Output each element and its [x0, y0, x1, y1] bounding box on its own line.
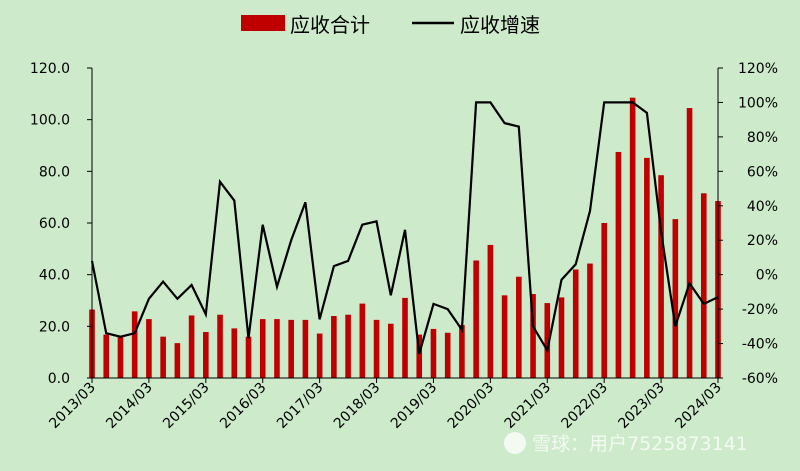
bar-29: [501, 295, 508, 378]
left-tick-label-3: 60.0: [39, 216, 70, 232]
bar-9: [217, 314, 223, 378]
left-tick-label-0: 0.0: [48, 371, 70, 387]
watermark-logo-icon: [504, 432, 526, 454]
growth-line: [90, 101, 719, 355]
bar-41: [672, 219, 679, 378]
bar-10: [231, 328, 238, 378]
right-tick-label-3: 0%: [756, 268, 778, 284]
bar-3: [131, 311, 138, 378]
bar-34: [572, 269, 579, 378]
bar-8: [203, 332, 209, 378]
bar-33: [558, 297, 565, 378]
bar-43: [700, 193, 707, 378]
left-tick-label-5: 100.0: [30, 113, 70, 129]
bar-23: [416, 334, 423, 378]
bar-27: [473, 260, 479, 378]
bar-2: [117, 335, 124, 378]
right-tick-label-6: 60%: [747, 164, 778, 180]
bar-31: [530, 294, 536, 378]
bar-35: [587, 263, 593, 378]
legend-bar-label: 应收合计: [290, 13, 370, 37]
left-axis-ticks: 0.0 20.0 40.0 60.0 80.0 100.0 120.0: [30, 61, 92, 387]
left-tick-label-1: 20.0: [39, 319, 70, 335]
legend: 应收合计 应收增速: [241, 13, 540, 37]
bar-28: [487, 244, 494, 378]
right-axis-ticks: -60% -40% -20% 0% 20% 40% 60% 80% 100% 120%: [718, 61, 778, 387]
bar-12: [259, 319, 266, 378]
left-tick-label-2: 40.0: [39, 268, 70, 284]
left-tick-label-6: 120.0: [30, 61, 70, 77]
bar-26: [459, 325, 465, 378]
right-tick-label-1: -40%: [742, 337, 778, 353]
bar-series: [89, 97, 721, 379]
legend-bar-swatch: [241, 15, 285, 31]
right-tick-label-8: 100%: [738, 95, 778, 111]
left-tick-label-4: 80.0: [39, 164, 70, 180]
bar-42: [686, 108, 693, 379]
watermark-text: 雪球：用户7525873141: [532, 433, 748, 455]
right-tick-label-0: -60%: [742, 371, 778, 387]
bar-21: [387, 323, 394, 378]
bar-30: [516, 276, 522, 378]
right-tick-label-7: 80%: [747, 130, 778, 146]
bar-1: [103, 334, 110, 378]
right-tick-label-4: 20%: [747, 233, 778, 249]
bar-39: [644, 157, 650, 378]
bar-4: [146, 319, 152, 378]
bar-13: [274, 319, 280, 378]
right-tick-label-9: 120%: [738, 61, 778, 77]
bar-22: [402, 297, 408, 378]
bar-20: [373, 319, 380, 378]
bar-40: [658, 175, 664, 378]
bar-25: [444, 332, 451, 378]
bar-6: [174, 343, 181, 378]
bar-19: [359, 303, 366, 378]
bar-15: [302, 319, 309, 378]
right-tick-label-2: -20%: [742, 302, 778, 318]
bar-7: [188, 315, 195, 378]
bar-16: [316, 333, 323, 378]
bar-5: [160, 336, 166, 378]
bar-24: [430, 328, 437, 378]
bar-36: [601, 223, 607, 378]
legend-line-label: 应收增速: [460, 13, 540, 37]
bar-14: [288, 319, 294, 378]
bar-17: [331, 316, 337, 378]
bar-11: [245, 336, 252, 378]
bar-18: [345, 314, 351, 378]
watermark: 雪球：用户7525873141: [504, 432, 748, 455]
bar-37: [615, 151, 622, 378]
right-tick-label-5: 40%: [747, 199, 778, 215]
bar-38: [629, 97, 636, 378]
bar-32: [544, 303, 551, 378]
